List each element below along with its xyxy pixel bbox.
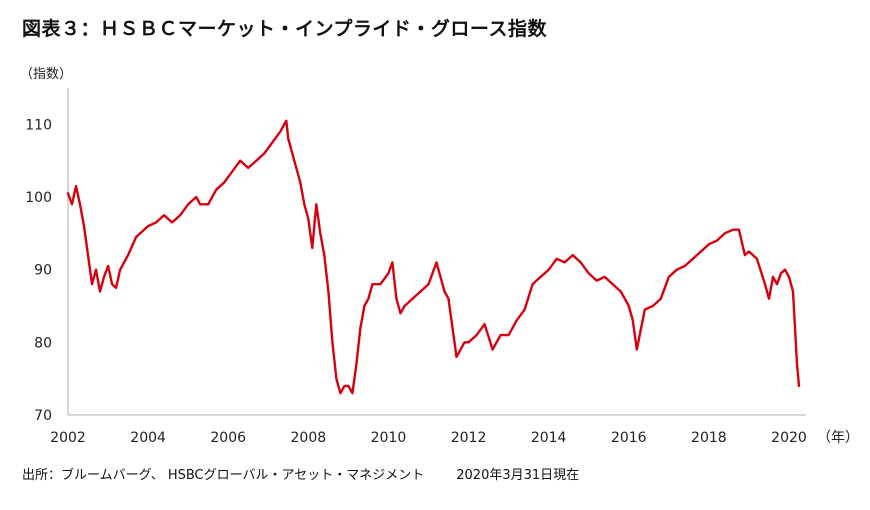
source-note: 出所：ブルームバーグ、 HSBCグローバル・アセット・マネジメント <box>22 468 425 483</box>
y-tick-labels: 70 80 90 100 110 <box>25 117 52 424</box>
x-tick-label: 2012 <box>451 430 487 446</box>
x-tick-label: 2010 <box>371 430 407 446</box>
y-tick-label: 70 <box>34 408 52 424</box>
x-tick-label: 2006 <box>210 430 246 446</box>
series-line <box>66 119 801 395</box>
y-tick-label: 80 <box>34 335 52 351</box>
x-tick-labels: 2002 2004 2006 2008 2010 2012 2014 2016 2018 2020 <box>50 430 807 446</box>
y-tick-label: 90 <box>34 263 52 279</box>
footer: 出所：ブルームバーグ、 HSBCグローバル・アセット・マネジメント 2020年3月… <box>22 464 579 483</box>
x-tick-label: 2016 <box>611 430 647 446</box>
x-tick-label: 2018 <box>691 430 727 446</box>
x-axis-label: （年） <box>817 430 859 446</box>
x-tick-label: 2014 <box>531 430 567 446</box>
date-note: 2020年3月31日現在 <box>456 468 580 483</box>
page-title: 図表３：ＨＳＢＣマーケット・インプライド・グロース指数 <box>22 18 547 40</box>
x-tick-label: 2002 <box>50 430 86 446</box>
x-tick-label: 2020 <box>771 430 807 446</box>
x-tick-label: 2004 <box>130 430 166 446</box>
x-tick-label: 2008 <box>291 430 327 446</box>
y-tick-label: 100 <box>25 190 52 206</box>
y-tick-label: 110 <box>25 117 52 133</box>
y-axis-label: （指数） <box>20 67 72 82</box>
plot-area <box>67 88 806 416</box>
